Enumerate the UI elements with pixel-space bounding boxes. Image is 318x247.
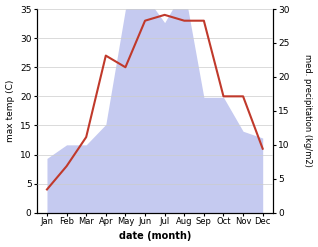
Y-axis label: max temp (C): max temp (C)	[5, 80, 15, 142]
X-axis label: date (month): date (month)	[119, 231, 191, 242]
Y-axis label: med. precipitation (kg/m2): med. precipitation (kg/m2)	[303, 54, 313, 167]
